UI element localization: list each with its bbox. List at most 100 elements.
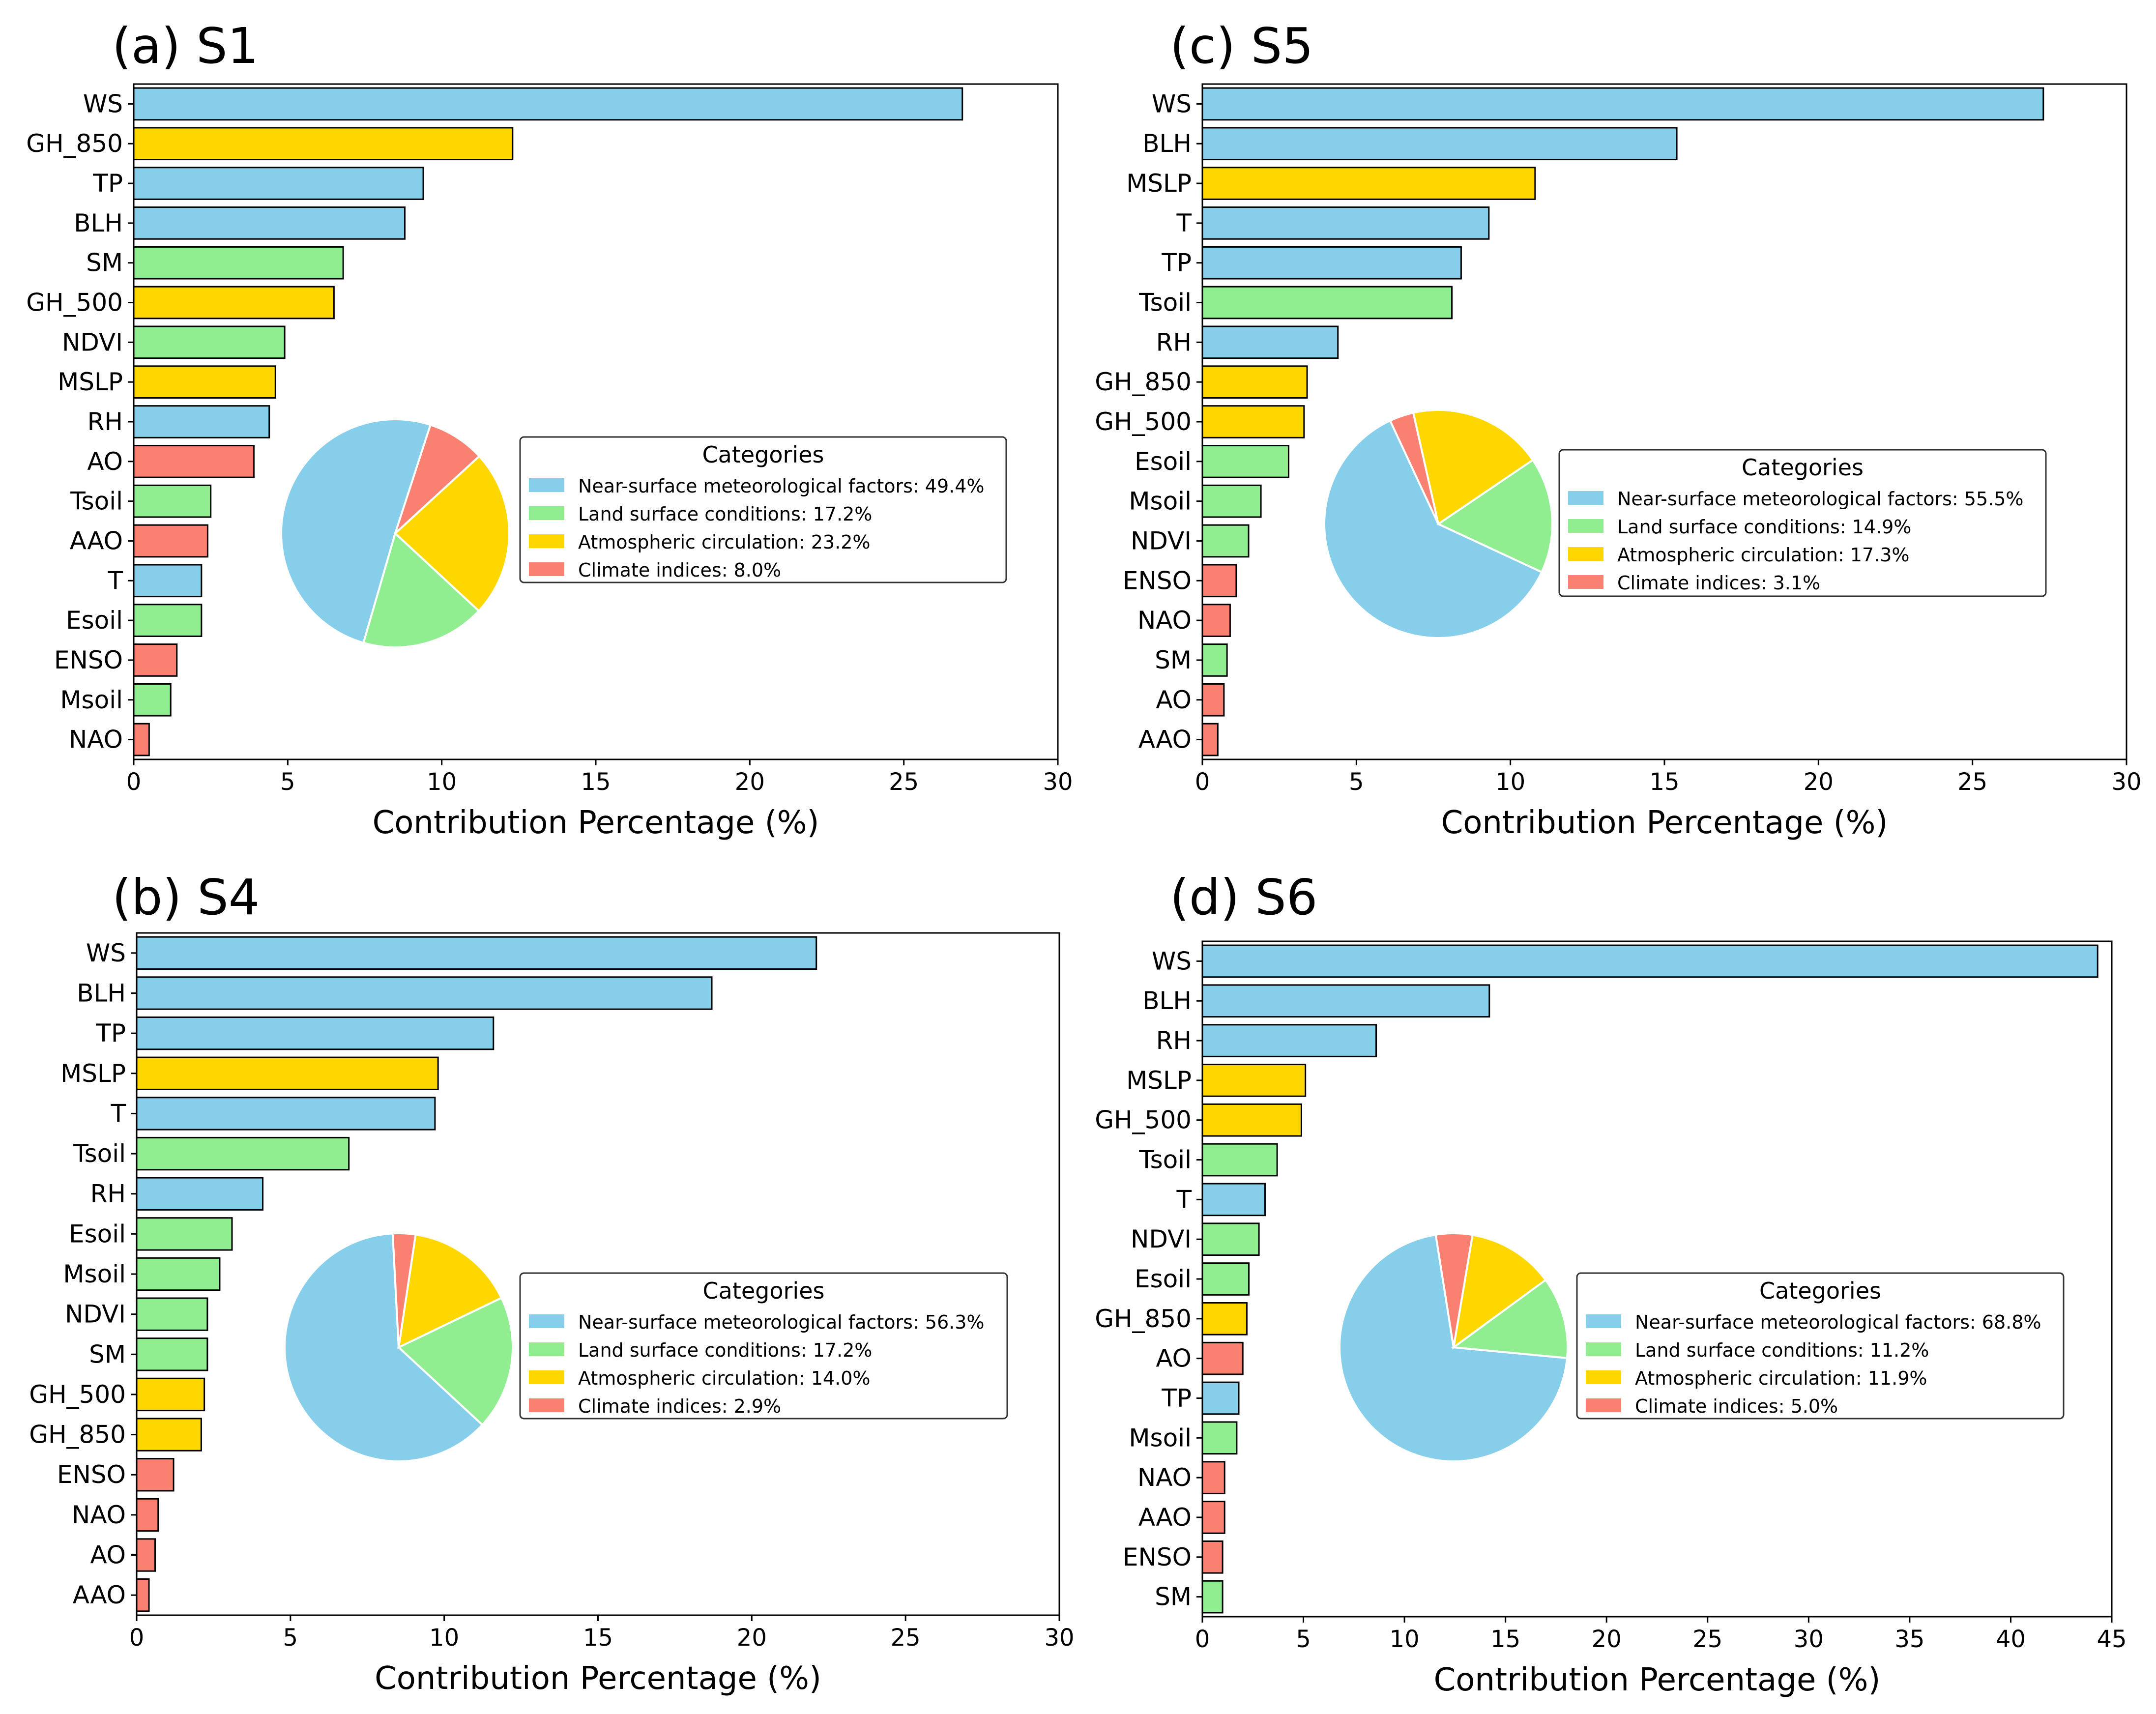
category-label: T: [1176, 209, 1192, 237]
legend-swatch: [529, 1342, 564, 1356]
bar-AAO: [1201, 1501, 1225, 1534]
bar-Tsoil: [133, 484, 212, 518]
bar-TP: [1201, 1381, 1240, 1415]
category-label: BLH: [74, 209, 123, 237]
category-label: NAO: [69, 726, 123, 754]
category-label: SM: [1155, 1583, 1192, 1611]
category-label: BLH: [1142, 129, 1192, 158]
category-label: RH: [87, 407, 123, 436]
category-label: MSLP: [58, 368, 123, 396]
legend-entry: Atmospheric circulation: 14.0%: [578, 1367, 870, 1389]
legend-box: [1558, 449, 2047, 597]
x-tick-label: 0: [129, 1624, 145, 1652]
category-label: NAO: [72, 1501, 126, 1529]
category-label: GH_850: [1095, 1305, 1192, 1333]
bar-BLH: [136, 976, 713, 1010]
bar-NAO: [1201, 604, 1231, 637]
bar-BLH: [1201, 127, 1678, 161]
bar-GH_850: [133, 127, 514, 161]
pie-slice-land-surface-conditions: [1436, 459, 1554, 574]
bar-Msoil: [1201, 484, 1262, 518]
legend-swatch: [1568, 491, 1603, 505]
category-label: GH_500: [1095, 1106, 1192, 1134]
bar-SM: [1201, 643, 1228, 677]
bar-AAO: [136, 1578, 150, 1612]
x-tick-label: 30: [1794, 1626, 1824, 1653]
x-tick-label: 25: [1692, 1626, 1722, 1653]
category-label: Tsoil: [70, 487, 123, 516]
category-label: AAO: [73, 1581, 126, 1609]
x-tick-label: 10: [427, 768, 457, 796]
bar-WS: [1201, 944, 2098, 978]
category-label: WS: [1152, 947, 1192, 975]
bar-MSLP: [1201, 167, 1536, 200]
bar-NDVI: [133, 325, 286, 359]
x-tick-label: 25: [891, 1624, 921, 1652]
bar-SM: [1201, 1580, 1224, 1614]
chart-panel-s5: (c) S5 WS BLH MSLP T TP Tsoil RH GH_850 GH_500 Eso…: [1095, 17, 2141, 841]
x-tick-label: 20: [1592, 1626, 1622, 1653]
x-tick-label: 30: [2111, 768, 2141, 796]
x-axis-label: Contribution Percentage (%): [1434, 1662, 1881, 1698]
pie-slice-land-surface-conditions: [397, 1296, 514, 1426]
legend-swatch: [529, 1370, 564, 1384]
bar-T: [1201, 206, 1490, 240]
category-label: Tsoil: [73, 1139, 126, 1168]
legend-title: Categories: [1759, 1278, 1881, 1304]
category-label: MSLP: [1126, 1066, 1192, 1095]
legend-entry: Near-surface meteorological factors: 56.…: [578, 1311, 985, 1333]
category-label: TP: [92, 169, 123, 198]
legend: Categories Near-surface meteorological fa…: [1558, 449, 2047, 597]
bar-AO: [1201, 1341, 1244, 1375]
x-tick-label: 5: [280, 768, 295, 796]
pie-slice-climate-indices: [391, 1232, 417, 1348]
chart-title: (a) S1: [112, 17, 259, 75]
x-tick-label: 15: [581, 768, 611, 796]
bar-NDVI: [1201, 1222, 1260, 1256]
category-label: RH: [1156, 328, 1192, 356]
category-label: RH: [1156, 1026, 1192, 1055]
x-tick-label: 20: [1804, 768, 1834, 796]
bar-GH_500: [1201, 405, 1305, 438]
bar-MSLP: [1201, 1064, 1307, 1097]
x-tick-label: 25: [1957, 768, 1987, 796]
legend-entry: Land surface conditions: 17.2%: [578, 1339, 872, 1361]
pie-slice-atmospheric-circulation: [1452, 1233, 1547, 1350]
x-tick-label: 20: [737, 1624, 767, 1652]
plot-frame: [1201, 940, 2113, 1618]
bar-AAO: [133, 524, 208, 558]
bar-WS: [136, 936, 817, 970]
category-label: AO: [90, 1541, 126, 1569]
bar-WS: [133, 87, 963, 121]
category-label: T: [1176, 1185, 1192, 1214]
bar-Tsoil: [1201, 1143, 1278, 1177]
bar-NDVI: [136, 1297, 208, 1331]
legend-box: [519, 436, 1007, 583]
legend-swatch: [529, 478, 564, 492]
bar-Esoil: [1201, 444, 1289, 478]
category-label: GH_500: [26, 289, 123, 317]
chart-panel-s4: (b) S4 WS BLH TP MSLP T Tsoil RH Esoil Msoil NDVI S…: [29, 869, 1074, 1697]
x-tick-label: 40: [1996, 1626, 2026, 1653]
legend-swatch: [1568, 547, 1603, 561]
category-label: AO: [1156, 686, 1192, 714]
chart-title: (d) S6: [1170, 869, 1317, 926]
legend-entry: Land surface conditions: 17.2%: [578, 503, 872, 525]
x-tick-label: 35: [1894, 1626, 1924, 1653]
x-tick-label: 25: [889, 768, 919, 796]
legend-entry: Near-surface meteorological factors: 68.…: [1635, 1311, 2041, 1333]
legend-swatch: [1568, 519, 1603, 533]
category-label: Tsoil: [1138, 1146, 1192, 1174]
category-label: SM: [89, 1340, 126, 1368]
legend-box: [519, 1272, 1008, 1420]
chart-title: (b) S4: [112, 869, 260, 926]
pie-slice-climate-indices: [393, 423, 481, 537]
legend-swatch: [529, 1314, 564, 1328]
bar-AO: [136, 1538, 156, 1572]
bar-AO: [133, 444, 255, 478]
category-label: SM: [1155, 646, 1192, 674]
legend-entry: Near-surface meteorological factors: 49.…: [578, 475, 985, 497]
legend-swatch: [1586, 1398, 1621, 1412]
bar-GH_500: [1201, 1103, 1302, 1137]
legend-swatch: [1586, 1370, 1621, 1384]
